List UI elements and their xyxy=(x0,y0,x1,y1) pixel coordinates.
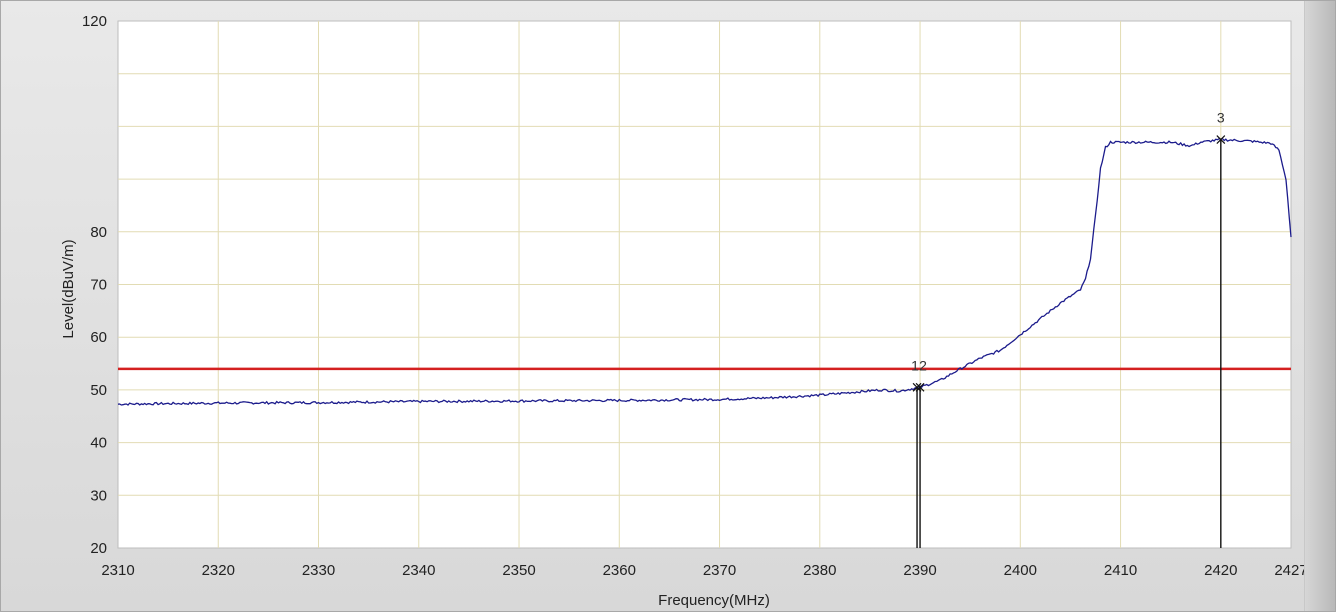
x-tick-label: 2360 xyxy=(603,562,636,579)
x-tick-label: 2350 xyxy=(502,562,535,579)
x-tick-label: 2410 xyxy=(1104,562,1137,579)
y-tick-label: 40 xyxy=(90,435,107,452)
y-tick-label: 120 xyxy=(82,13,107,30)
grid-horizontal xyxy=(118,73,1291,496)
marker-point xyxy=(915,382,925,392)
x-tick-label: 2420 xyxy=(1204,562,1237,579)
x-tick-label: 2400 xyxy=(1004,562,1037,579)
x-tick-label: 2340 xyxy=(402,562,435,579)
markers: 1 2 3 xyxy=(911,110,1226,548)
y-tick-labels: 20 30 40 50 60 70 80 120 xyxy=(82,13,107,557)
x-tick-label: 2370 xyxy=(703,562,736,579)
y-tick-label: 70 xyxy=(90,277,107,294)
x-tick-label: 2380 xyxy=(803,562,836,579)
x-tick-label: 2427 xyxy=(1274,562,1307,579)
y-tick-label: 50 xyxy=(90,382,107,399)
y-tick-label: 30 xyxy=(90,487,107,504)
y-tick-label: 80 xyxy=(90,224,107,241)
y-axis-label: Level(dBuV/m) xyxy=(60,239,77,338)
x-tick-label: 2320 xyxy=(202,562,235,579)
series-line xyxy=(117,137,1292,406)
x-tick-labels: 2310 2320 2330 2340 2350 2360 2370 2380 2390 2400… xyxy=(101,562,1307,579)
marker-label: 3 xyxy=(1217,110,1225,126)
x-tick-label: 2330 xyxy=(302,562,335,579)
x-axis-label: Frequency(MHz) xyxy=(658,592,770,609)
y-tick-label: 60 xyxy=(90,329,107,346)
marker-label: 1 xyxy=(911,357,919,373)
y-tick-label: 20 xyxy=(90,540,107,557)
x-tick-label: 2390 xyxy=(903,562,936,579)
x-tick-label: 2310 xyxy=(101,562,134,579)
marker-point xyxy=(1216,135,1226,144)
marker-label: 2 xyxy=(919,357,927,373)
side-panel-bar xyxy=(1304,1,1335,611)
